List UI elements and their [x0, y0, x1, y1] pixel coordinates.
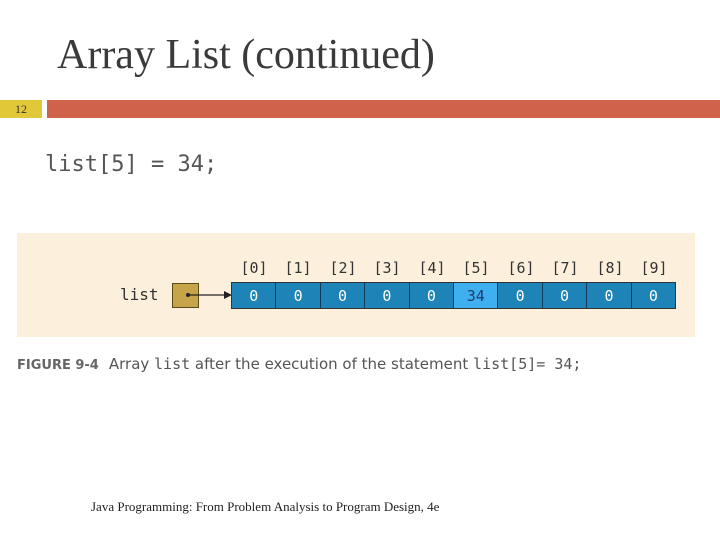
array-cells: 0 0 0 0 0 34 0 0 0 0: [231, 282, 676, 309]
array-index-1: [1]: [284, 259, 312, 277]
caption-code-1: list: [154, 355, 191, 373]
array-index-3: [3]: [373, 259, 401, 277]
array-cell-0: 0: [232, 283, 277, 308]
array-cell-9: 0: [631, 283, 676, 308]
array-cell-6: 0: [498, 283, 543, 308]
array-index-2: [2]: [329, 259, 357, 277]
array-index-4: [4]: [418, 259, 446, 277]
figure-caption: FIGURE 9-4 Array list after the execution…: [17, 355, 581, 373]
slide-footer: Java Programming: From Problem Analysis …: [91, 499, 440, 514]
code-statement: list[5] = 34;: [45, 152, 218, 177]
reference-arrow-icon: [186, 291, 232, 299]
array-cell-7: 0: [542, 283, 588, 308]
caption-text-1: Array: [108, 355, 155, 373]
array-index-7: [7]: [551, 259, 579, 277]
array-cell-3: 0: [365, 283, 410, 308]
slide-number: 12: [0, 100, 42, 118]
array-cell-5: 34: [454, 283, 499, 308]
array-index-8: [8]: [596, 259, 624, 277]
array-cell-1: 0: [276, 283, 321, 308]
title-bar: [47, 100, 720, 118]
caption-text-2: after the execution of the statement: [190, 355, 474, 373]
array-variable-label: list: [120, 285, 159, 304]
figure-label: FIGURE 9-4: [17, 358, 99, 373]
slide-title: Array List (continued): [57, 32, 435, 78]
array-cell-8: 0: [587, 283, 632, 308]
array-cell-2: 0: [320, 283, 366, 308]
array-index-5: [5]: [462, 259, 490, 277]
array-index-6: [6]: [507, 259, 535, 277]
array-cell-4: 0: [409, 283, 455, 308]
array-index-0: [0]: [240, 259, 268, 277]
array-index-9: [9]: [640, 259, 668, 277]
caption-code-2: list[5]= 34;: [473, 355, 582, 373]
